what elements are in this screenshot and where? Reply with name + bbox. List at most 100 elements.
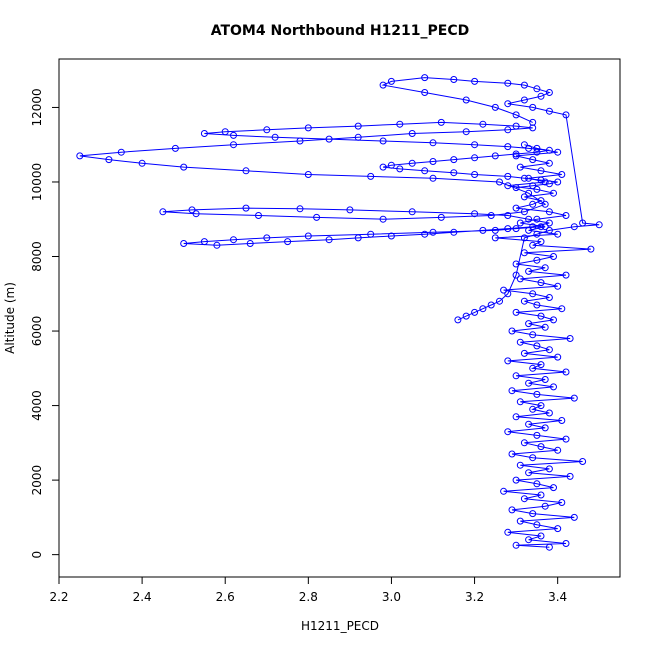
data-point [525, 189, 533, 197]
data-point [529, 290, 537, 298]
data-point [558, 499, 566, 506]
y-tick-label: 8000 [30, 241, 44, 272]
data-point [450, 169, 458, 177]
data-point [230, 236, 237, 244]
data-point [529, 331, 537, 339]
data-point [200, 130, 208, 137]
y-axis-label: Altitude (m) [3, 282, 17, 354]
data-point [520, 349, 528, 357]
data-point [525, 267, 533, 275]
data-point [595, 221, 603, 229]
data-point [570, 513, 578, 521]
data-point [545, 346, 553, 354]
data-point [180, 163, 188, 171]
plot-area [76, 74, 603, 551]
data-point [545, 226, 553, 234]
data-point [192, 210, 200, 218]
data-point [508, 450, 516, 458]
data-point [479, 305, 487, 313]
data-point [296, 205, 304, 213]
data-point [529, 118, 537, 126]
data-point [516, 163, 524, 171]
data-point [529, 223, 537, 231]
data-point [554, 353, 562, 361]
series-line [79, 121, 558, 246]
data-point [213, 241, 221, 249]
data-point [562, 212, 570, 219]
data-point [525, 144, 533, 152]
data-point [525, 536, 533, 544]
data-point [529, 405, 537, 413]
data-point [537, 223, 545, 231]
data-point [537, 279, 545, 287]
data-point [117, 148, 125, 156]
data-point [354, 133, 362, 141]
data-point [525, 420, 533, 428]
data-point [537, 491, 545, 499]
data-point [462, 312, 470, 320]
data-point [537, 238, 545, 246]
data-point [537, 92, 545, 100]
y-tick-label: 12000 [30, 88, 44, 126]
data-point [529, 364, 537, 372]
data-point [558, 417, 566, 424]
x-tick-label: 3.0 [382, 590, 401, 604]
y-tick-label: 2000 [30, 465, 44, 496]
data-point [537, 312, 545, 320]
data-point [504, 143, 512, 151]
data-point [520, 495, 528, 503]
data-point [271, 133, 279, 141]
data-point [263, 126, 271, 134]
data-point [408, 208, 416, 216]
data-point [516, 461, 524, 469]
data-point [367, 172, 375, 180]
data-point [558, 305, 566, 313]
data-point [396, 165, 404, 173]
data-point [491, 103, 499, 111]
data-point [387, 77, 395, 85]
data-point [533, 521, 541, 529]
data-point [504, 357, 512, 365]
data-point [325, 135, 333, 143]
data-point [508, 327, 516, 335]
data-point [520, 81, 528, 89]
data-point [200, 238, 208, 246]
data-point [533, 230, 541, 238]
data-point [496, 178, 503, 186]
x-tick-label: 3.2 [465, 590, 484, 604]
data-point [554, 230, 562, 238]
x-tick-label: 2.2 [49, 590, 68, 604]
data-point [512, 541, 520, 549]
data-point [421, 167, 429, 175]
data-point [462, 96, 470, 104]
data-point [545, 146, 553, 154]
data-point [516, 398, 524, 406]
data-point [255, 212, 262, 219]
data-point [462, 128, 470, 136]
data-point [520, 439, 528, 447]
y-tick-label: 4000 [30, 390, 44, 421]
data-point [587, 245, 595, 253]
data-point [545, 543, 553, 551]
data-point [346, 206, 354, 214]
data-point [554, 525, 562, 533]
data-point [512, 150, 520, 158]
data-point [504, 225, 512, 233]
data-series-2 [76, 118, 562, 249]
data-point [562, 540, 570, 547]
data-point [512, 372, 520, 380]
data-point [408, 130, 416, 137]
data-point [512, 271, 520, 279]
data-point [516, 219, 524, 227]
data-point [537, 176, 545, 184]
data-point [525, 379, 533, 387]
series-line [381, 77, 600, 321]
data-point [313, 213, 321, 221]
data-point [138, 159, 146, 167]
data-point [159, 208, 167, 216]
data-point [554, 446, 562, 454]
data-point [533, 148, 541, 156]
x-tick-label: 3.4 [548, 590, 567, 604]
data-point [487, 301, 495, 309]
